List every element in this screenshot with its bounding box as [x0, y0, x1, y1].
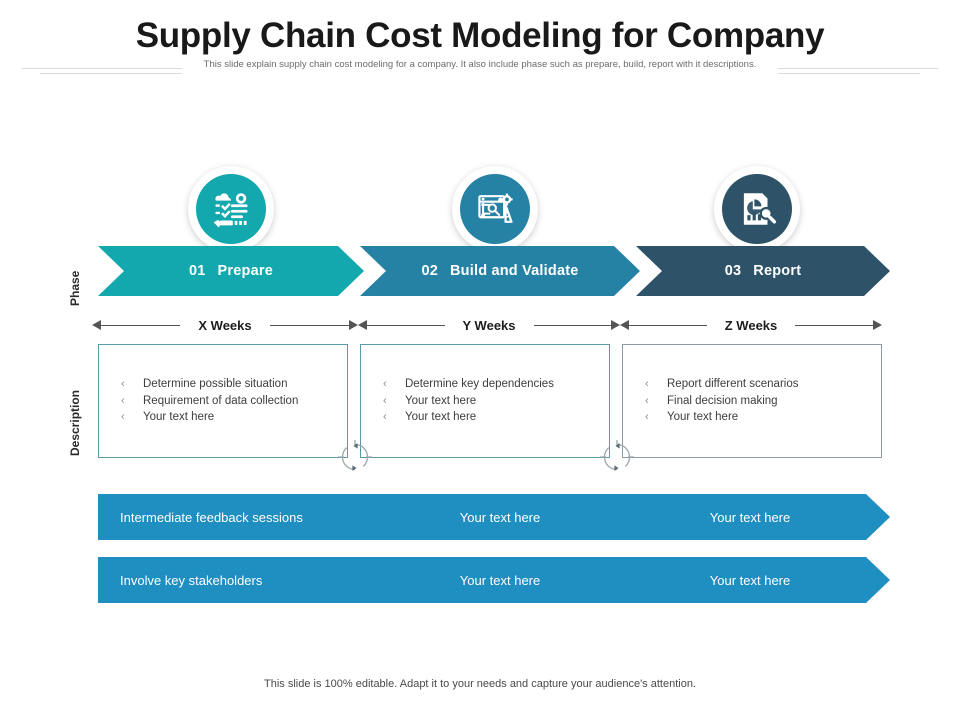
list-item: ‹ Determine possible situation: [121, 376, 347, 393]
arrow-right-icon-3: [787, 320, 882, 330]
duration-3: Z Weeks: [620, 310, 882, 340]
blueprint-design-icon: [460, 174, 530, 244]
phase-band: 01 Prepare 02 Build and Validate 03 Repo…: [0, 246, 960, 296]
phase-icon-3: [714, 166, 800, 252]
bullet-text: Report different scenarios: [667, 378, 799, 391]
bullet-chevron-icon: ‹: [645, 378, 649, 391]
list-item: ‹ Determine key dependencies: [383, 376, 609, 393]
list-item: ‹ Your text here: [383, 409, 609, 426]
cycle-connector-2: [600, 440, 634, 474]
checklist-gear-icon: [196, 174, 266, 244]
bullet-text: Your text here: [667, 411, 739, 424]
header-divider-left-lower: [40, 73, 182, 74]
phase-chevron-2[interactable]: 02 Build and Validate: [360, 246, 640, 296]
phase-icon-2: [452, 166, 538, 252]
bullet-text: Final decision making: [667, 394, 778, 407]
bullet-text: Your text here: [405, 411, 477, 424]
phase-chevron-1[interactable]: 01 Prepare: [98, 246, 364, 296]
bullet-chevron-icon: ‹: [121, 378, 125, 391]
bullet-chevron-icon: ‹: [645, 411, 649, 424]
phase-chevron-3[interactable]: 03 Report: [636, 246, 890, 296]
report-analysis-icon: [722, 174, 792, 244]
footer-note: This slide is 100% editable. Adapt it to…: [264, 678, 696, 690]
duration-1: X Weeks: [92, 310, 359, 340]
list-item: ‹ Your text here: [121, 409, 347, 426]
list-item: ‹ Report different scenarios: [645, 376, 881, 393]
bullet-text: Determine possible situation: [143, 378, 288, 391]
list-item: ‹ Your text here: [383, 393, 609, 410]
phase-icon-1: [188, 166, 274, 252]
banner-2-cell-3: Your text here: [709, 572, 791, 588]
phase-label-2: Build and Validate: [450, 263, 579, 279]
description-box-3[interactable]: ‹ Report different scenarios ‹ Final dec…: [622, 344, 882, 458]
bullet-chevron-icon: ‹: [645, 394, 649, 407]
bullet-chevron-icon: ‹: [121, 394, 125, 407]
description-box-1[interactable]: ‹ Determine possible situation ‹ Require…: [98, 344, 348, 458]
list-item: ‹ Final decision making: [645, 393, 881, 410]
header-divider-right-upper: [778, 68, 938, 69]
header-divider-right-lower: [778, 73, 920, 74]
bullet-text: Your text here: [405, 394, 477, 407]
bullet-chevron-icon: ‹: [383, 394, 387, 407]
description-box-2[interactable]: ‹ Determine key dependencies ‹ Your text…: [360, 344, 610, 458]
bullet-text: Your text here: [143, 411, 215, 424]
phase-label-1: Prepare: [217, 263, 273, 279]
banner-1-cell-3: Your text here: [709, 509, 791, 525]
header-divider-left-upper: [22, 68, 182, 69]
bullet-chevron-icon: ‹: [121, 411, 125, 424]
banner-1-cell-1: Intermediate feedback sessions: [120, 509, 303, 525]
list-item: ‹ Requirement of data collection: [121, 393, 347, 410]
banner-row-2[interactable]: Involve key stakeholders Your text here …: [98, 557, 890, 603]
axis-label-description: Description: [68, 389, 82, 456]
bullet-text: Requirement of data collection: [143, 394, 299, 407]
duration-row: X Weeks Y Weeks Z Weeks: [0, 310, 960, 340]
page-subtitle: This slide explain supply chain cost mod…: [203, 59, 757, 70]
duration-label-3: Z Weeks: [724, 317, 778, 333]
duration-label-1: X Weeks: [198, 317, 252, 333]
list-item: ‹ Your text here: [645, 409, 881, 426]
page-title: Supply Chain Cost Modeling for Company: [135, 16, 825, 55]
arrow-right-icon-1: [262, 320, 359, 330]
banner-2-cell-2: Your text here: [459, 572, 541, 588]
bullet-chevron-icon: ‹: [383, 378, 387, 391]
phase-number-3: 03: [724, 263, 742, 279]
banner-1-cell-2: Your text here: [459, 509, 541, 525]
arrow-left-icon-3: [620, 320, 715, 330]
phase-label-3: Report: [753, 263, 802, 279]
banner-2-cell-1: Involve key stakeholders: [120, 572, 263, 588]
bullet-chevron-icon: ‹: [383, 411, 387, 424]
cycle-connector-1: [338, 440, 372, 474]
duration-label-2: Y Weeks: [462, 317, 516, 333]
arrow-right-icon-2: [526, 320, 621, 330]
phase-number-1: 01: [189, 263, 206, 279]
arrow-left-icon-2: [358, 320, 453, 330]
arrow-left-icon-1: [92, 320, 188, 330]
phase-number-2: 02: [421, 263, 439, 279]
banner-row-1[interactable]: Intermediate feedback sessions Your text…: [98, 494, 890, 540]
bullet-text: Determine key dependencies: [405, 378, 554, 391]
duration-2: Y Weeks: [358, 310, 620, 340]
